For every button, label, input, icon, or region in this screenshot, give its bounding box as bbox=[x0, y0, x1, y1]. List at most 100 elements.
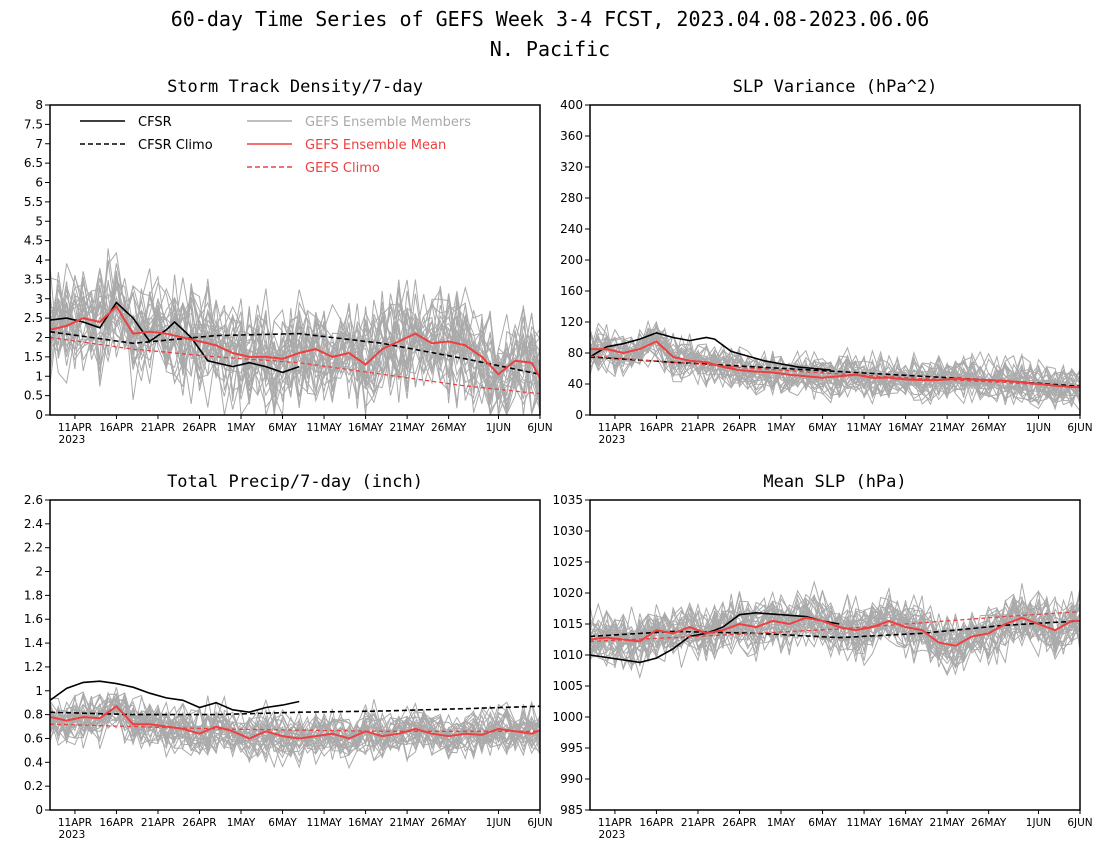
cfsr-line bbox=[590, 611, 840, 664]
x-tick-label: 16APR bbox=[639, 817, 673, 829]
y-tick-label: 280 bbox=[560, 191, 583, 205]
y-tick-label: 1000 bbox=[552, 710, 583, 724]
y-tick-label: 1035 bbox=[552, 493, 583, 507]
figure-title: 60-day Time Series of GEFS Week 3-4 FCST… bbox=[171, 7, 930, 31]
y-tick-label: 1.4 bbox=[24, 636, 43, 650]
y-tick-label: 1025 bbox=[552, 555, 583, 569]
x-year-label: 2023 bbox=[59, 829, 86, 841]
chart-panel-2: SLP Variance (hPa^2) 0 40 80 120 160 200 240 280… bbox=[560, 77, 1093, 446]
x-tick-label: 21APR bbox=[141, 817, 175, 829]
y-tick-label: 40 bbox=[568, 377, 583, 391]
y-tick-label: 1.8 bbox=[24, 588, 43, 602]
x-tick-label: 16MAY bbox=[888, 422, 924, 434]
x-tick-label: 21APR bbox=[681, 817, 715, 829]
x-tick-label: 16APR bbox=[639, 422, 673, 434]
y-tick-label: 160 bbox=[560, 284, 583, 298]
x-year-label: 2023 bbox=[599, 829, 626, 841]
gefs-climo-line bbox=[50, 336, 540, 395]
ensemble-member-line bbox=[590, 593, 1080, 669]
ensemble-member-line bbox=[50, 285, 540, 415]
y-tick-label: 4 bbox=[35, 253, 43, 267]
y-tick-label: 2.2 bbox=[24, 541, 43, 555]
x-tick-label: 6JUN bbox=[527, 817, 552, 829]
plot-area bbox=[590, 580, 1080, 680]
panel-title: Total Precip/7-day (inch) bbox=[167, 472, 423, 492]
x-tick-label: 11MAY bbox=[306, 817, 342, 829]
gefs-climo-line bbox=[590, 355, 1080, 388]
x-tick-label: 1JUN bbox=[1026, 817, 1051, 829]
y-tick-label: 8 bbox=[35, 98, 43, 112]
x-tick-label: 16MAY bbox=[348, 817, 384, 829]
x-tick-label: 1MAY bbox=[767, 817, 796, 829]
x-tick-label: 11APR bbox=[598, 817, 632, 829]
chart-panel-4: Mean SLP (hPa) 985 990 995 1000 1005 1010 1015 1… bbox=[552, 472, 1092, 841]
y-tick-label: 0.2 bbox=[24, 779, 43, 793]
y-tick-label: 3 bbox=[35, 292, 43, 306]
cfsr-line bbox=[590, 332, 831, 371]
ensemble-member-line bbox=[590, 593, 1080, 667]
x-tick-label: 11MAY bbox=[846, 422, 882, 434]
panel-title: Storm Track Density/7-day bbox=[167, 77, 423, 97]
legend-cfsr-climo-label: CFSR Climo bbox=[138, 138, 213, 153]
y-tick-label: 995 bbox=[560, 741, 583, 755]
ensemble-member-line bbox=[590, 337, 1080, 404]
cfsr-line bbox=[50, 301, 300, 374]
legend: CFSR CFSR Climo GEFS Ensemble Members GEFS … bbox=[80, 115, 471, 176]
x-tick-label: 6MAY bbox=[808, 422, 837, 434]
x-tick-label: 21MAY bbox=[390, 817, 426, 829]
y-tick-label: 320 bbox=[560, 160, 583, 174]
y-tick-label: 2.4 bbox=[24, 517, 43, 531]
plot-frame bbox=[49, 499, 541, 811]
x-tick-label: 6MAY bbox=[808, 817, 837, 829]
x-tick-label: 21MAY bbox=[930, 422, 966, 434]
x-tick-label: 1JUN bbox=[486, 817, 511, 829]
y-tick-label: 0.8 bbox=[24, 708, 43, 722]
ensemble-member-line bbox=[50, 268, 540, 396]
y-tick-label: 1030 bbox=[552, 524, 583, 538]
y-tick-label: 0 bbox=[575, 408, 583, 422]
x-tick-label: 16MAY bbox=[888, 817, 924, 829]
x-tick-label: 21MAY bbox=[390, 422, 426, 434]
y-tick-label: 2 bbox=[35, 565, 43, 579]
ensemble-member-line bbox=[50, 277, 540, 408]
x-tick-label: 11APR bbox=[58, 422, 92, 434]
y-tick-label: 1 bbox=[35, 684, 43, 698]
y-tick-label: 2.5 bbox=[24, 311, 43, 325]
x-tick-label: 21APR bbox=[141, 422, 175, 434]
plot-area bbox=[50, 248, 540, 415]
x-tick-label: 26MAY bbox=[971, 422, 1007, 434]
y-tick-label: 6.5 bbox=[24, 156, 43, 170]
x-tick-label: 16MAY bbox=[348, 422, 384, 434]
plot-area bbox=[590, 319, 1080, 412]
y-tick-label: 1010 bbox=[552, 648, 583, 662]
cfsr-line bbox=[50, 680, 300, 714]
y-tick-label: 240 bbox=[560, 222, 583, 236]
cfsr-climo-line bbox=[50, 705, 540, 716]
y-tick-label: 1.5 bbox=[24, 350, 43, 364]
cfsr-climo-line bbox=[590, 620, 1080, 639]
y-tick-label: 985 bbox=[560, 803, 583, 817]
gefs-ensemble-mean-line bbox=[50, 304, 540, 379]
x-tick-label: 1MAY bbox=[767, 422, 796, 434]
y-tick-label: 2.6 bbox=[24, 493, 43, 507]
x-tick-label: 26APR bbox=[182, 817, 216, 829]
ensemble-member-line bbox=[590, 334, 1080, 408]
y-tick-label: 0 bbox=[35, 803, 43, 817]
x-tick-label: 26MAY bbox=[431, 422, 467, 434]
y-tick-label: 400 bbox=[560, 98, 583, 112]
x-tick-label: 26MAY bbox=[431, 817, 467, 829]
x-tick-label: 26MAY bbox=[971, 817, 1007, 829]
legend-members-label: GEFS Ensemble Members bbox=[305, 115, 471, 130]
y-tick-label: 990 bbox=[560, 772, 583, 786]
gefs-ensemble-mean-line bbox=[590, 616, 1080, 647]
x-tick-label: 11MAY bbox=[306, 422, 342, 434]
x-tick-label: 26APR bbox=[182, 422, 216, 434]
y-tick-label: 120 bbox=[560, 315, 583, 329]
plot-area bbox=[50, 680, 540, 770]
y-tick-label: 7.5 bbox=[24, 117, 43, 131]
legend-gefs-climo-label: GEFS Climo bbox=[305, 161, 380, 176]
y-tick-label: 1 bbox=[35, 369, 43, 383]
y-tick-label: 5 bbox=[35, 214, 43, 228]
x-tick-label: 1JUN bbox=[1026, 422, 1051, 434]
